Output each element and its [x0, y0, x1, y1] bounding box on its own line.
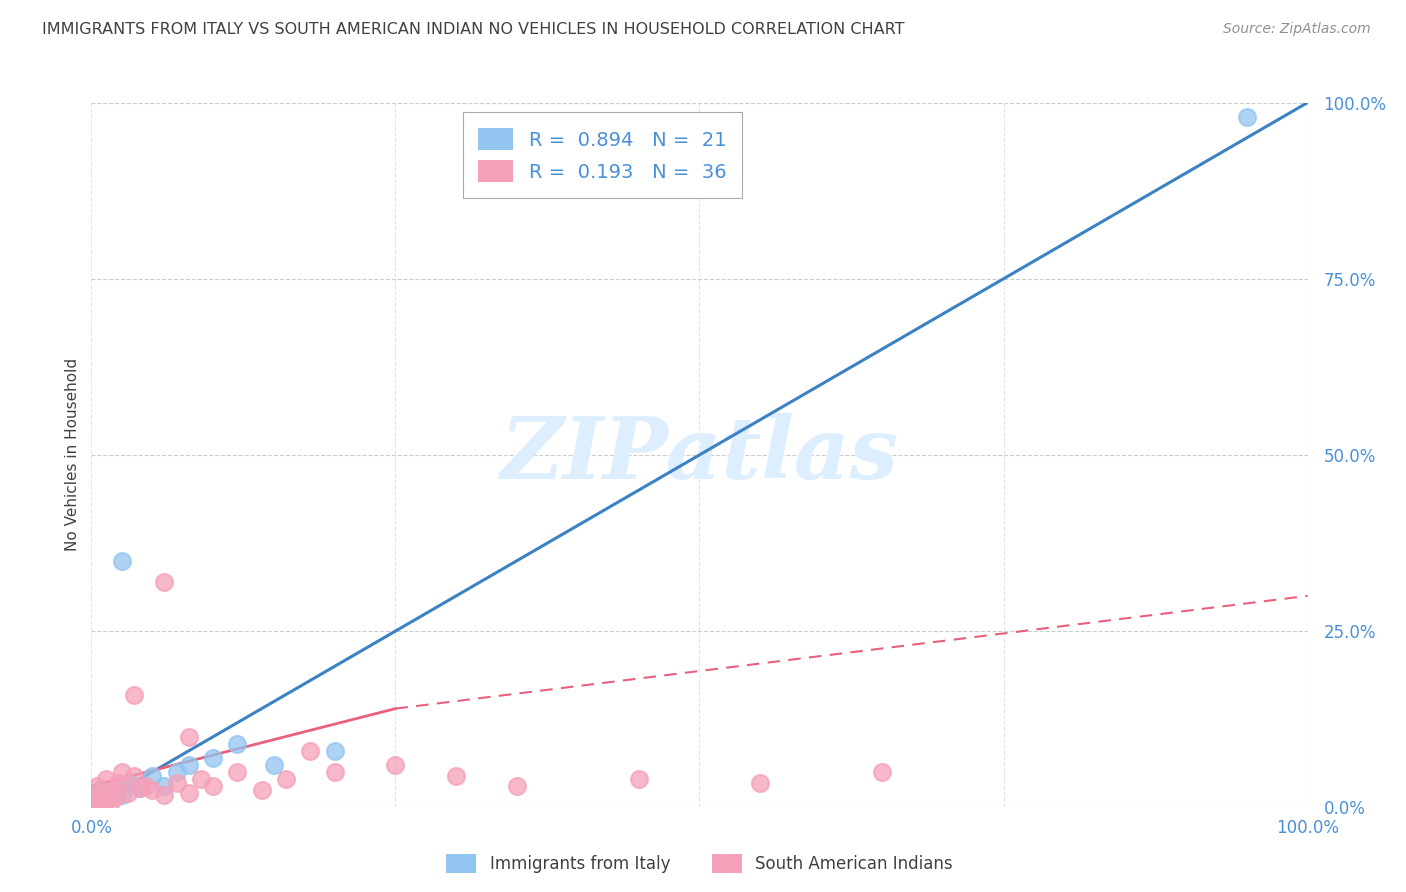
Point: [107, 775, 129, 789]
Text: Source: ZipAtlas.com: Source: ZipAtlas.com: [1223, 22, 1371, 37]
Point: [129, 780, 152, 795]
Point: [117, 786, 139, 800]
Point: [1236, 110, 1258, 124]
Point: [122, 768, 145, 782]
Point: [749, 775, 772, 789]
Point: [89, 782, 111, 797]
Point: [135, 779, 157, 793]
Point: [153, 779, 176, 793]
Point: [627, 772, 650, 786]
Point: [122, 688, 145, 702]
Point: [202, 751, 225, 765]
Point: [141, 768, 163, 782]
Point: [122, 779, 145, 793]
Point: [444, 768, 467, 782]
Point: [190, 772, 212, 786]
Point: [104, 789, 127, 804]
Point: [111, 553, 134, 568]
Point: [103, 782, 125, 797]
Point: [177, 758, 200, 772]
Point: [384, 758, 406, 772]
Point: [141, 782, 163, 797]
Point: [129, 780, 152, 795]
Point: [89, 795, 111, 809]
Point: [202, 779, 225, 793]
Point: [94, 772, 117, 786]
Text: ZIPatlas: ZIPatlas: [501, 413, 898, 497]
Point: [86, 779, 108, 793]
Point: [250, 782, 273, 797]
Point: [177, 786, 200, 800]
Point: [323, 765, 346, 780]
Point: [94, 786, 117, 800]
Point: [84, 789, 107, 804]
Point: [263, 758, 285, 772]
Point: [506, 779, 529, 793]
Point: [93, 795, 115, 809]
Point: [870, 765, 893, 780]
Point: [111, 788, 134, 802]
Legend: Immigrants from Italy, South American Indians: Immigrants from Italy, South American In…: [440, 847, 959, 880]
Text: IMMIGRANTS FROM ITALY VS SOUTH AMERICAN INDIAN NO VEHICLES IN HOUSEHOLD CORRELAT: IMMIGRANTS FROM ITALY VS SOUTH AMERICAN …: [42, 22, 904, 37]
Point: [98, 797, 121, 811]
Point: [104, 782, 127, 797]
Point: [117, 775, 139, 789]
Point: [226, 737, 249, 751]
Point: [274, 772, 297, 786]
Point: [166, 775, 188, 789]
Point: [82, 797, 104, 811]
Point: [84, 793, 107, 807]
Point: [86, 789, 108, 804]
Point: [299, 744, 322, 758]
Point: [166, 765, 188, 780]
Point: [153, 574, 176, 589]
Point: [177, 730, 200, 744]
Point: [93, 793, 115, 807]
Point: [91, 786, 114, 800]
Point: [226, 765, 249, 780]
Point: [98, 789, 121, 804]
Point: [323, 744, 346, 758]
Y-axis label: No Vehicles in Household: No Vehicles in Household: [65, 359, 80, 551]
Point: [153, 788, 176, 802]
Point: [111, 765, 134, 780]
